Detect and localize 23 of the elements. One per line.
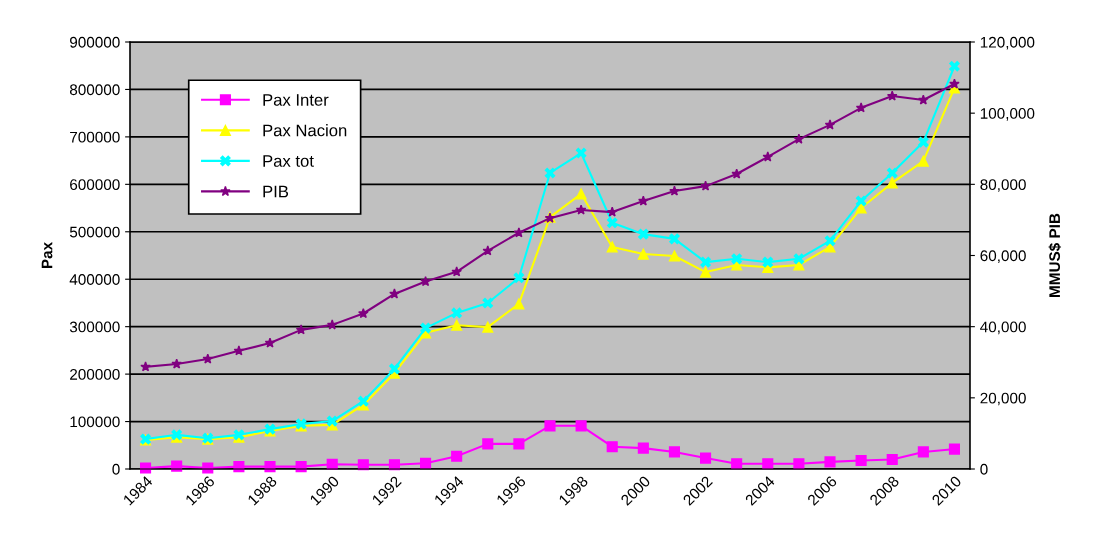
y2-tick-label: 120,000 — [980, 36, 1035, 50]
y-tick-label: 400000 — [69, 274, 120, 285]
y2-tick-label: 80,000 — [980, 179, 1026, 192]
y2-tick-label: 100,000 — [980, 108, 1035, 121]
legend-label: Pax Nacion — [263, 124, 347, 137]
legend-label: PIB — [263, 185, 289, 198]
y-tick-label: 100000 — [70, 416, 120, 428]
y-tick-label: 800000 — [69, 84, 120, 96]
y-tick-label: 300000 — [69, 321, 120, 333]
y2-tick-label: 0 — [980, 463, 988, 475]
y-tick-label: 600000 — [70, 179, 120, 191]
y2-tick-label: 60,000 — [980, 250, 1026, 263]
y-tick-label: 0 — [112, 463, 120, 475]
y-tick-label: 900000 — [70, 36, 120, 48]
y-tick-label: 500000 — [69, 226, 120, 238]
y-tick-label: 700000 — [70, 131, 120, 143]
y2-tick-label: 40,000 — [980, 321, 1026, 335]
y2-axis-title: MMUS$ PIB — [1048, 213, 1062, 297]
y-axis-title: Pax — [41, 242, 53, 269]
y2-tick-label: 20,000 — [980, 392, 1026, 406]
legend-label: Pax Inter — [263, 94, 329, 106]
y-tick-label: 200000 — [70, 368, 120, 380]
legend-label: Pax tot — [263, 155, 314, 167]
